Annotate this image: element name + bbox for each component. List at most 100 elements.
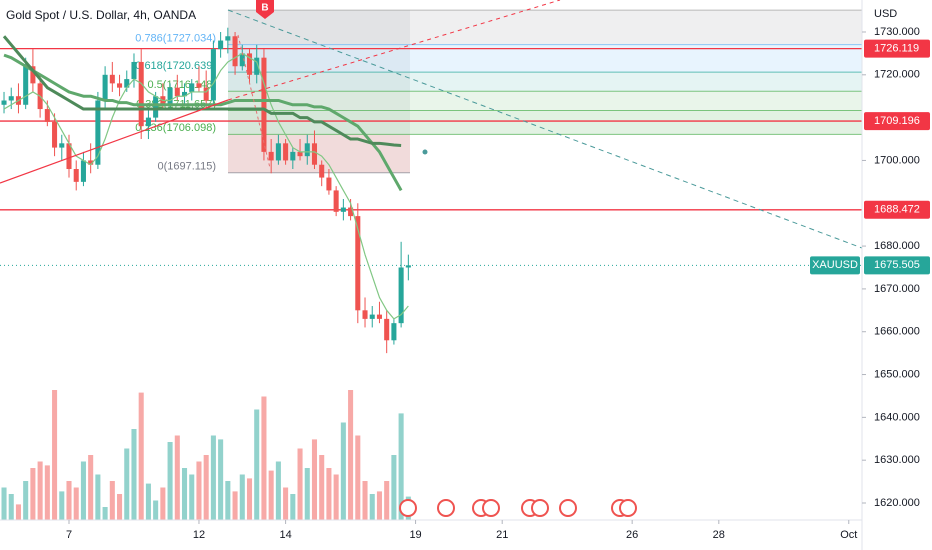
volume-bar [268, 470, 274, 520]
flag[interactable] [559, 499, 577, 517]
volume-bar [131, 429, 137, 520]
candle-body [376, 314, 382, 319]
volume-bar [391, 455, 397, 520]
trend-line [0, 99, 229, 184]
point [422, 149, 428, 155]
volume-bar [117, 494, 123, 520]
moving-average [3, 52, 409, 320]
volume-bar [73, 487, 79, 520]
candle-body [124, 79, 130, 88]
volume-bar [311, 439, 318, 520]
candle-body [362, 310, 368, 319]
volume-bar [95, 474, 101, 520]
price-box [864, 256, 930, 275]
candle-body [246, 53, 253, 75]
candle-body [405, 265, 411, 268]
candle-body [319, 164, 325, 178]
price-box [864, 200, 930, 219]
candle-body [275, 143, 281, 161]
volume-bar [153, 500, 159, 520]
flag[interactable] [399, 499, 417, 517]
volume-bar [88, 455, 94, 520]
volume-bar [362, 481, 368, 520]
candle-body [66, 143, 72, 170]
y-tick-label: 1630.000 [874, 454, 920, 466]
volume-bar [254, 409, 260, 520]
y-tick-label: 1680.000 [874, 240, 920, 252]
candle-body [1, 100, 7, 105]
candle-body [326, 177, 332, 191]
candle-body [254, 57, 260, 75]
volume-bar [348, 390, 354, 520]
candle-body [52, 121, 58, 148]
trend-lines [0, 0, 863, 249]
candle-body [384, 318, 390, 341]
candle-body [138, 61, 144, 127]
candle-body [398, 267, 404, 324]
y-tick-label: 1670.000 [874, 283, 920, 295]
x-tick-label: 26 [626, 529, 638, 541]
price-box-label: 1675.505 [874, 259, 920, 271]
volume-bar [340, 422, 346, 520]
candle-body [333, 190, 339, 212]
candle-body [340, 207, 346, 212]
candle-body [117, 83, 123, 88]
candle-body [23, 66, 29, 105]
trend-line [237, 34, 271, 169]
x-tick-label: Oct [840, 529, 857, 541]
volume-bar [225, 481, 231, 520]
candle-body [131, 61, 137, 80]
volume-bar [297, 448, 303, 520]
candle-body [218, 40, 224, 50]
candle-body [283, 143, 289, 161]
y-tick-label: 1650.000 [874, 368, 920, 380]
marker-label: B [261, 3, 268, 14]
volume-bar [290, 494, 296, 520]
flag[interactable] [619, 499, 637, 517]
moving-average [3, 53, 403, 192]
volume-bar [138, 392, 144, 520]
x-tick-label: 19 [409, 529, 421, 541]
volume-bar [44, 465, 50, 520]
candle-body [268, 151, 274, 161]
volume-bar [181, 468, 188, 520]
candle-body [210, 49, 216, 101]
candle-body [181, 91, 188, 97]
x-tick-label: 7 [66, 529, 72, 541]
candle-body [369, 314, 375, 319]
volume-bar [196, 461, 202, 520]
volume-bar [80, 461, 86, 520]
fib-band [228, 134, 410, 173]
candle-body [153, 96, 159, 118]
trend-line [227, 0, 561, 101]
candle-body [145, 117, 151, 127]
flag[interactable] [437, 499, 455, 517]
chart-title: Gold Spot / U.S. Dollar, 4h, OANDA [6, 8, 196, 22]
volume-bar [333, 474, 339, 520]
x-tick-label: 21 [496, 529, 508, 541]
trend-line [227, 9, 863, 249]
fib-label: 0.236(1706.098) [135, 122, 216, 134]
marker-tag[interactable] [256, 0, 274, 19]
volume-bar [160, 487, 166, 520]
volume-bar [8, 494, 14, 520]
volume-bar [37, 461, 43, 520]
symbol-label: XAUUSD [812, 259, 858, 271]
candle-body [44, 109, 50, 122]
x-tick-label: 28 [713, 529, 725, 541]
price-box-label: 1709.196 [874, 115, 920, 127]
candle-body [232, 36, 238, 67]
flag[interactable] [482, 499, 500, 517]
flag[interactable] [531, 499, 549, 517]
volume-bar [218, 439, 224, 520]
volume-bar [376, 491, 382, 520]
candle-body [261, 57, 267, 152]
candle-body [59, 143, 65, 148]
candle-body [355, 216, 361, 311]
candle-body [239, 53, 245, 67]
candle-body [391, 323, 397, 341]
volume-bar [275, 461, 281, 520]
currency-label: USD [874, 8, 897, 20]
volume-bar [355, 435, 361, 520]
